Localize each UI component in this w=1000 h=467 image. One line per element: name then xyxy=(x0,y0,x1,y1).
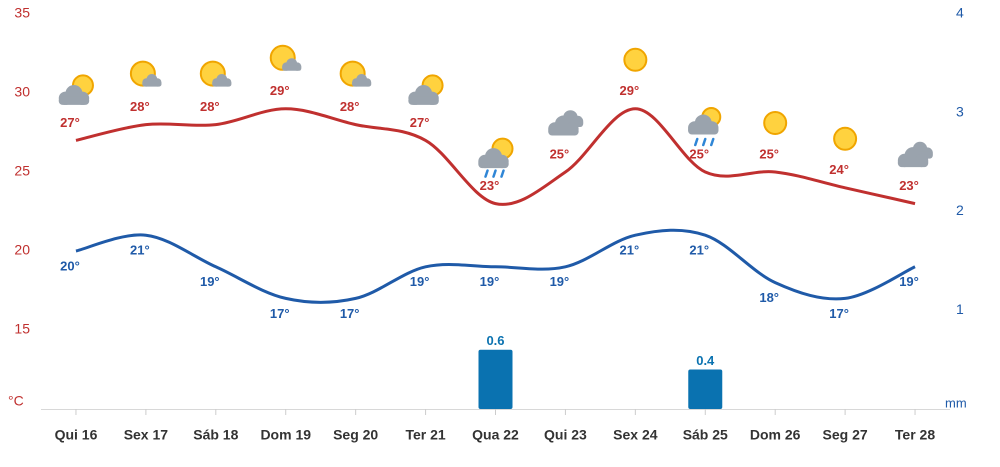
weather-icon xyxy=(408,74,444,105)
value-label: 19° xyxy=(410,274,430,289)
icon-cloud xyxy=(142,81,162,87)
x-tick-label: Seg 27 xyxy=(823,427,868,443)
y-tick-label: 20 xyxy=(14,242,30,258)
value-label: 25° xyxy=(550,146,570,161)
x-tick-label: Sáb 18 xyxy=(193,427,238,443)
x-tick-label: Ter 28 xyxy=(895,427,935,443)
line xyxy=(75,228,916,304)
value-label: 0.6 xyxy=(486,333,504,348)
value-label: 27° xyxy=(410,115,430,130)
value-label: 29° xyxy=(620,83,640,98)
value-label: 19° xyxy=(550,274,570,289)
bar xyxy=(478,349,513,409)
value-label: 17° xyxy=(829,306,849,321)
value-label: 21° xyxy=(689,243,709,258)
value-label: 21° xyxy=(130,243,150,258)
weather-icon xyxy=(833,126,858,151)
y2-tick-label: 2 xyxy=(956,202,964,218)
value-label: 20° xyxy=(60,258,80,273)
x-tick-label: Ter 21 xyxy=(405,427,445,443)
y-tick-label: 35 xyxy=(14,5,30,21)
icon-cloud xyxy=(688,125,719,135)
icon-cloud xyxy=(478,159,509,169)
icon-rain xyxy=(484,169,489,178)
value-label: 21° xyxy=(620,243,640,258)
icon-cloud xyxy=(282,65,302,71)
icon-sun xyxy=(833,126,858,151)
icon-cloud xyxy=(548,126,579,136)
value-label: 19° xyxy=(200,274,220,289)
weather-icon xyxy=(763,111,788,135)
value-label: 18° xyxy=(759,290,779,305)
y-tick-label: 25 xyxy=(14,163,30,179)
y-axis-label: °C xyxy=(8,393,24,409)
value-label: 28° xyxy=(200,99,220,114)
value-label: 17° xyxy=(270,306,290,321)
value-label: 0.4 xyxy=(696,353,715,368)
y2-tick-label: 3 xyxy=(956,103,964,119)
x-tick-label: Sex 17 xyxy=(124,427,169,443)
weather-icon xyxy=(199,60,232,87)
value-label: 24° xyxy=(829,162,849,177)
y2-tick-label: 4 xyxy=(956,5,964,21)
value-label: 25° xyxy=(759,146,779,161)
icon-rain xyxy=(500,169,505,178)
x-tick-label: Sex 24 xyxy=(613,427,658,443)
y-tick-label: 15 xyxy=(14,321,30,337)
x-tick-label: Qua 22 xyxy=(472,427,519,443)
value-label: 17° xyxy=(340,306,360,321)
weather-icon xyxy=(548,110,584,136)
value-label: 19° xyxy=(480,274,500,289)
icon-sun xyxy=(763,111,788,135)
x-tick-label: Sáb 25 xyxy=(683,427,728,443)
icon-rain xyxy=(492,169,497,178)
x-tick-label: Dom 26 xyxy=(750,427,801,443)
value-label: 25° xyxy=(689,146,709,161)
weather-icon xyxy=(58,74,94,105)
icon-rain xyxy=(702,137,707,147)
weather-icon xyxy=(688,107,722,147)
value-label: 23° xyxy=(480,178,500,193)
value-label: 19° xyxy=(899,274,919,289)
bar xyxy=(688,369,723,409)
value-label: 28° xyxy=(340,99,360,114)
value-label: 28° xyxy=(130,99,150,114)
weather-icon xyxy=(269,44,302,71)
x-tick-label: Seg 20 xyxy=(333,427,378,443)
icon-cloud xyxy=(212,81,232,87)
icon-sun xyxy=(623,47,648,72)
icon-rain xyxy=(710,137,715,147)
weather-icon xyxy=(129,60,162,87)
x-tick-label: Qui 23 xyxy=(544,427,587,443)
weather-icon xyxy=(339,60,372,87)
weather-icon xyxy=(478,137,514,178)
x-tick-label: Qui 16 xyxy=(55,427,98,443)
line xyxy=(75,107,916,206)
icon-cloud xyxy=(897,158,929,168)
icon-cloud xyxy=(408,96,439,105)
value-label: 23° xyxy=(899,178,919,193)
value-label: 29° xyxy=(270,83,290,98)
weather-icon xyxy=(623,47,648,72)
y2-tick-label: 1 xyxy=(956,301,964,317)
icon-rain xyxy=(694,137,699,147)
icon-cloud xyxy=(352,81,372,87)
icon-cloud xyxy=(58,96,90,105)
y2-axis-label: mm xyxy=(945,395,967,410)
x-tick-label: Dom 19 xyxy=(260,427,311,443)
weather-icon xyxy=(897,141,933,168)
value-label: 27° xyxy=(60,115,80,130)
y-tick-label: 30 xyxy=(14,84,30,100)
